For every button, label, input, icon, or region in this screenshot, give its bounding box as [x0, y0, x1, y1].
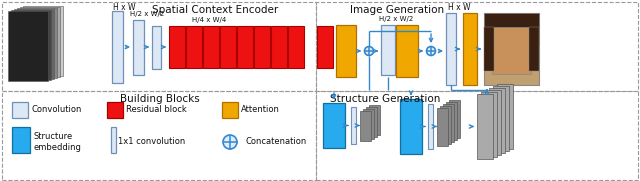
Bar [493, 85, 509, 150]
Bar [271, 26, 287, 68]
Text: H/2 x W/2: H/2 x W/2 [379, 16, 413, 22]
Bar [254, 26, 270, 68]
Circle shape [365, 47, 374, 56]
Bar [351, 107, 356, 144]
Text: Convolution: Convolution [31, 106, 81, 115]
Text: Structure Generation: Structure Generation [330, 94, 440, 104]
Bar [497, 83, 513, 148]
Bar [400, 99, 422, 154]
Bar [152, 26, 161, 69]
Bar [477, 94, 493, 159]
Bar [366, 106, 377, 136]
Bar [492, 27, 531, 74]
Text: Building Blocks: Building Blocks [120, 94, 200, 104]
Bar [107, 102, 123, 118]
Bar [437, 108, 448, 146]
Text: Residual block: Residual block [126, 106, 187, 115]
Bar [222, 102, 238, 118]
Bar [360, 110, 371, 140]
Bar [481, 92, 497, 157]
Bar [11, 10, 51, 80]
Bar [203, 26, 219, 68]
Text: H/2 x W/2: H/2 x W/2 [130, 11, 164, 17]
Bar [288, 26, 304, 68]
Bar [369, 104, 380, 134]
Bar [484, 13, 539, 45]
Bar [169, 26, 185, 68]
Bar [443, 104, 454, 142]
Bar [317, 26, 333, 68]
Circle shape [426, 47, 435, 56]
Bar [133, 20, 144, 75]
Bar [23, 6, 63, 76]
Bar [14, 9, 54, 79]
Bar [440, 106, 451, 144]
Bar [186, 26, 202, 68]
Bar [396, 25, 418, 77]
Bar [484, 13, 539, 85]
Text: Spatial Context Encoder: Spatial Context Encoder [152, 5, 278, 15]
Bar [323, 103, 345, 148]
Bar [381, 25, 395, 75]
Circle shape [223, 135, 237, 149]
Bar [428, 104, 433, 149]
Bar [489, 87, 505, 153]
Text: H x W: H x W [448, 3, 470, 12]
Text: Structure
embedding: Structure embedding [33, 132, 81, 152]
Bar [8, 11, 48, 81]
Bar [20, 7, 60, 77]
Bar [237, 26, 253, 68]
Text: Image Generation: Image Generation [350, 5, 444, 15]
Text: Attention: Attention [241, 106, 280, 115]
Bar [485, 89, 501, 155]
Bar [446, 13, 456, 85]
Bar [12, 102, 28, 118]
Text: H/4 x W/4: H/4 x W/4 [192, 17, 227, 23]
Bar [17, 8, 57, 78]
Bar [484, 27, 494, 71]
Text: H x W: H x W [113, 3, 136, 12]
Bar [336, 25, 356, 77]
Bar [112, 11, 123, 83]
Bar [363, 108, 374, 138]
Text: Concatenation: Concatenation [246, 138, 307, 146]
Bar [449, 100, 460, 138]
Bar [463, 13, 477, 85]
Bar [12, 127, 30, 153]
Bar [220, 26, 236, 68]
Bar [529, 27, 539, 71]
Bar [111, 127, 116, 153]
Bar [446, 102, 457, 140]
Text: 1x1 convolution: 1x1 convolution [118, 138, 185, 146]
